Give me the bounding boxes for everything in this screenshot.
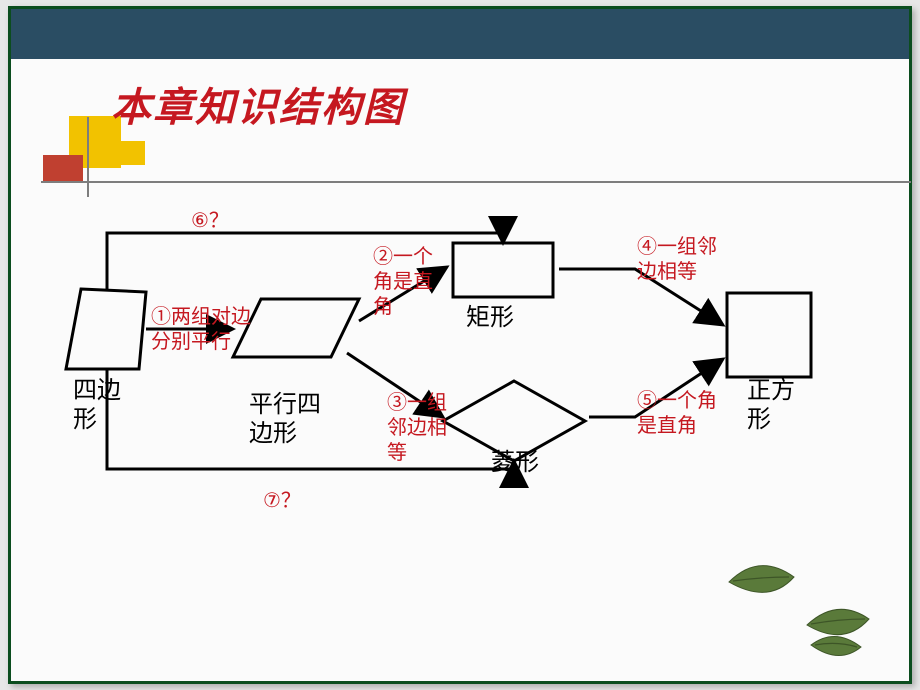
label-rhombus: 菱形 — [491, 449, 539, 478]
label-rectangle: 矩形 — [466, 304, 514, 333]
slide-frame: 本章知识结构图 四边形 平行四边形 矩形 菱形 正方形 ①两组对边分别平行 ②一… — [8, 6, 912, 684]
label-square: 正方形 — [747, 377, 795, 435]
label-parallelogram: 平行四边形 — [249, 391, 321, 449]
label-quadrilateral: 四边形 — [73, 377, 121, 435]
cond-6: ⑥？ — [191, 209, 229, 234]
cond-3: ③一组邻边相等 — [387, 391, 447, 466]
cond-5: ⑤一个角是直角 — [637, 389, 717, 439]
cond-2: ②一个角是直角 — [373, 245, 433, 320]
cond-4: ④一组邻边相等 — [637, 235, 717, 285]
cond-7: ⑦？ — [263, 489, 301, 514]
leaf-decoration — [709, 547, 879, 667]
cond-1: ①两组对边分别平行 — [151, 305, 251, 355]
